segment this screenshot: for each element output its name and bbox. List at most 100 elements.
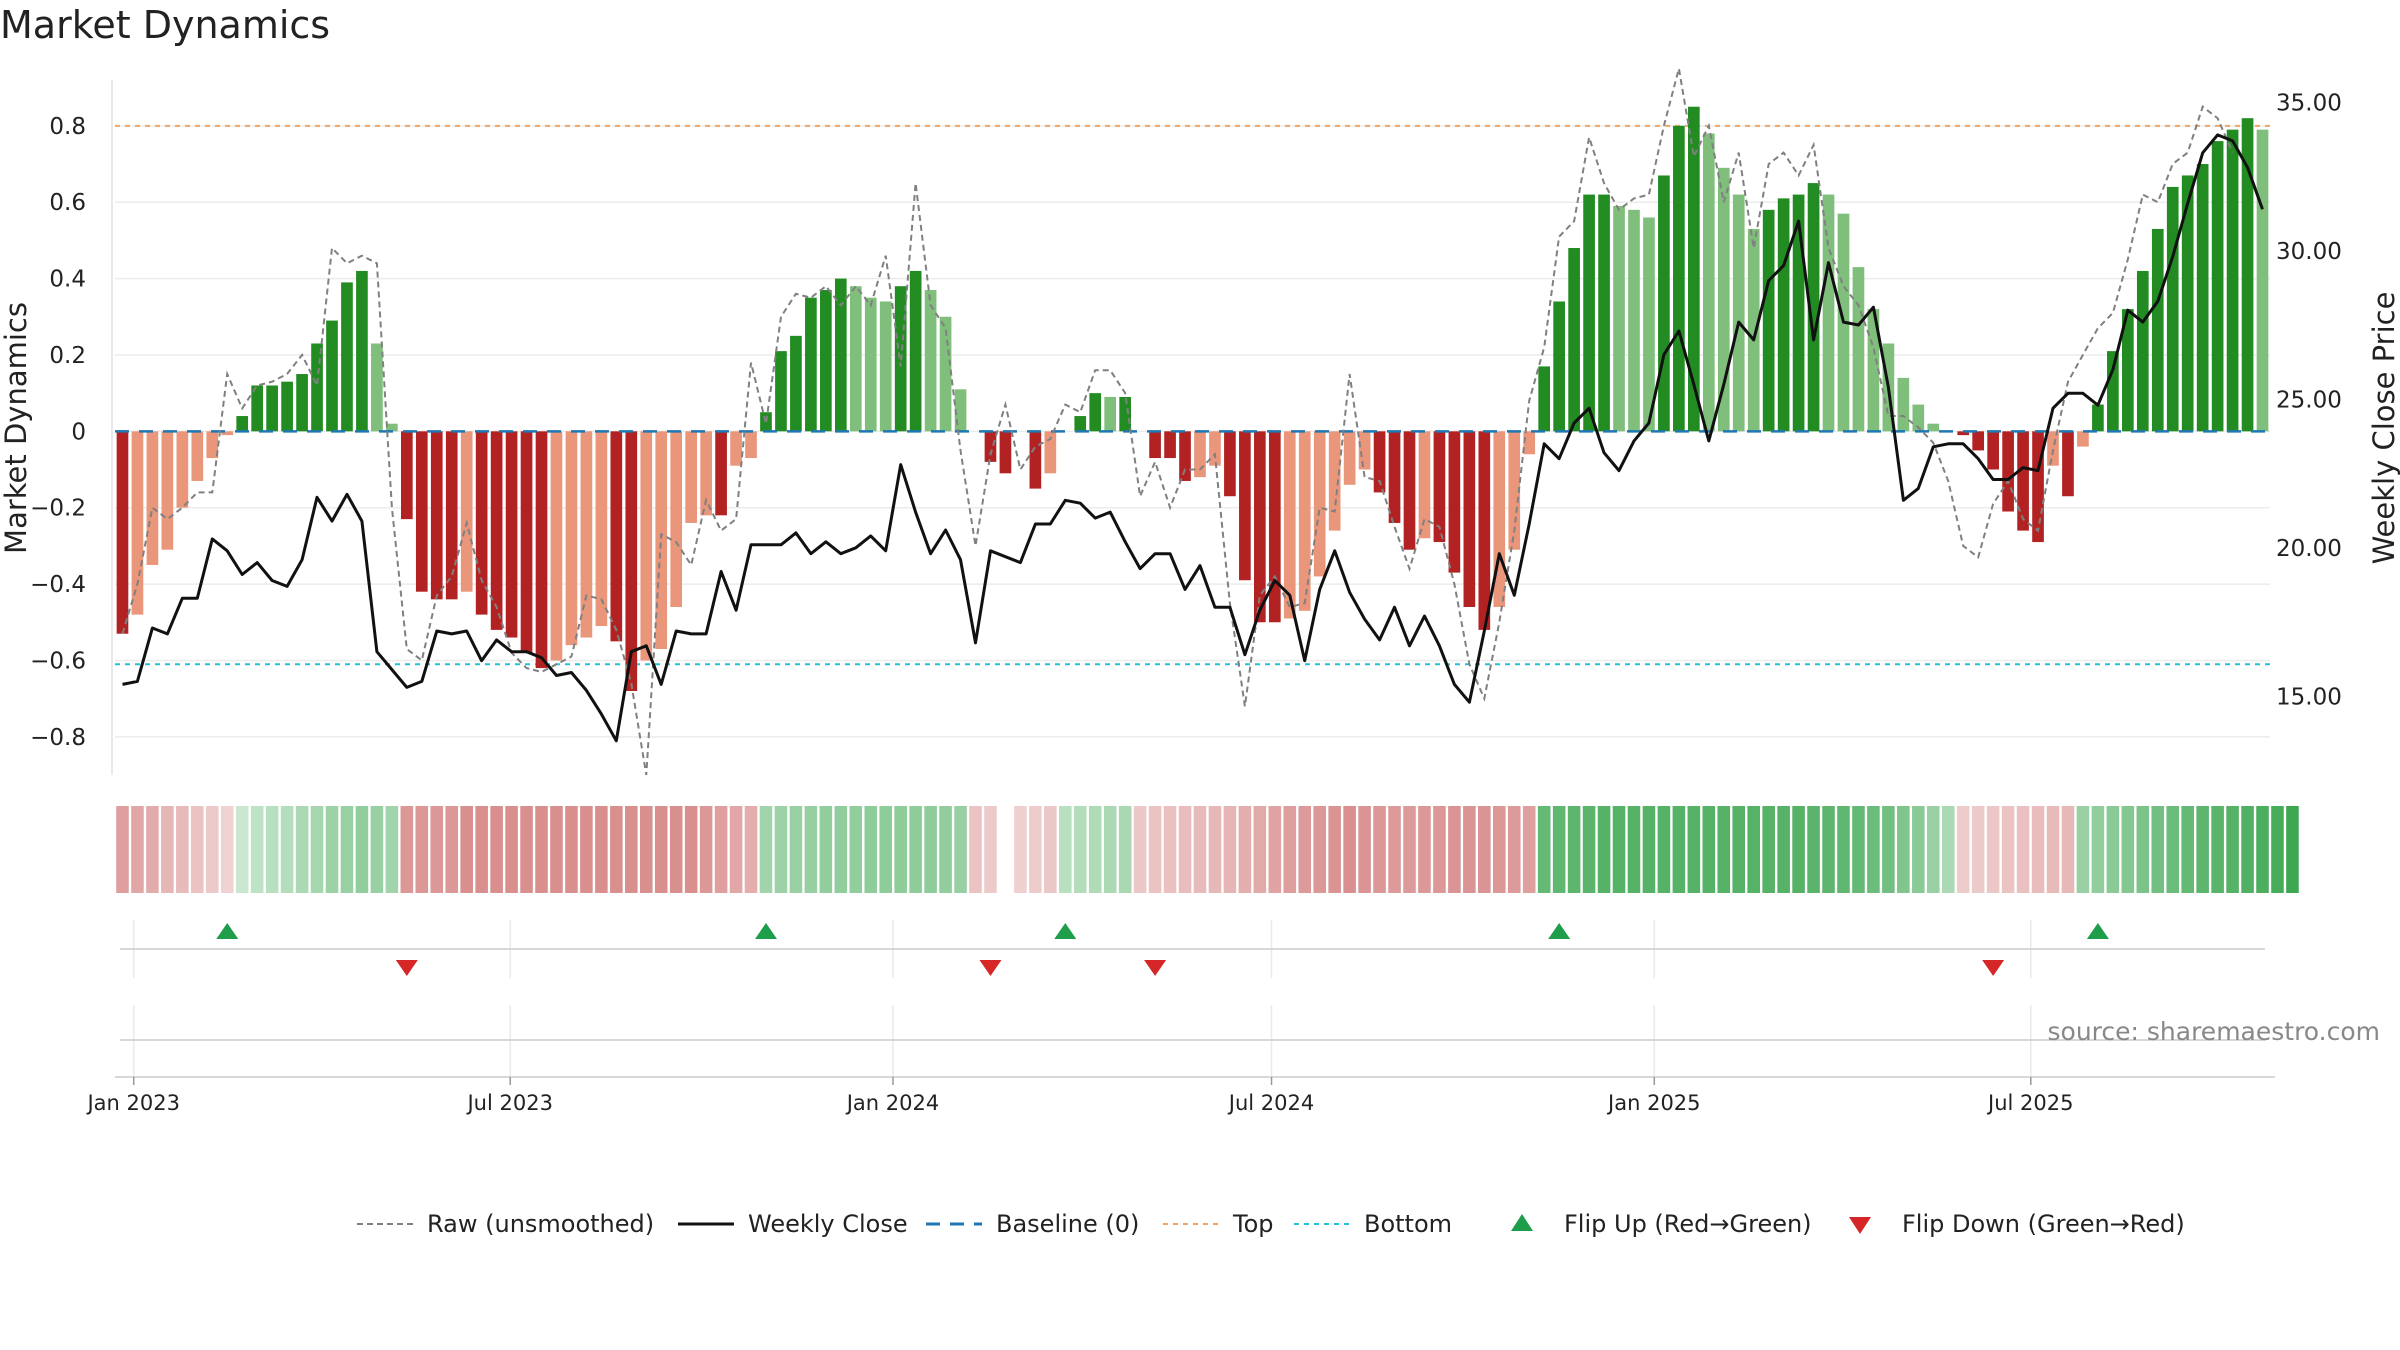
heat-cell [1956,806,1970,893]
heat-cell [654,806,668,893]
heat-cell [1747,806,1760,893]
legend-swatch [1849,1217,1871,1234]
dynamics-bar [1523,431,1536,455]
heat-cell [1448,806,1461,893]
heat-cell [550,806,563,893]
dynamics-bar [1164,431,1176,459]
heat-cell [2031,806,2045,893]
heat-cell [520,806,533,893]
dynamics-bar [550,431,563,661]
dynamics-bar [700,431,712,516]
dynamics-bar [834,278,847,432]
dynamics-bar [1553,301,1565,432]
heat-cell [1837,806,1850,893]
heat-cell [1612,806,1626,893]
heat-cell [580,806,593,893]
heat-cell [879,806,892,893]
dynamics-bar [1328,431,1341,531]
dynamics-bar [1194,431,1206,478]
dynamics-bar [1029,431,1042,489]
dynamics-bar [1119,396,1131,432]
right-tick-label: 20.00 [2276,536,2342,562]
flip-up-marker [754,923,777,939]
heat-cell [1388,806,1401,893]
heat-cell [1672,806,1686,893]
dynamics-bar [984,431,997,462]
dynamics-bar [2226,129,2239,432]
flip-up-marker [2086,923,2109,939]
heat-cell [1253,806,1267,893]
heat-cell [1822,806,1835,893]
dynamics-bar [1448,431,1461,573]
right-tick-label: 35.00 [2276,90,2342,116]
heat-cell [131,806,144,893]
heat-cell [1044,806,1057,893]
heat-cell [1552,806,1566,893]
dynamics-bar [1867,309,1880,432]
heat-cell [1059,806,1072,893]
heat-cell [1522,806,1536,893]
heat-cell [849,806,863,893]
heat-cell [1358,806,1371,893]
heat-cell [2076,806,2090,893]
heat-cell [250,806,264,893]
dynamics-bar [640,431,653,661]
heat-cell [1088,806,1102,893]
heat-cell [1073,806,1087,893]
dynamics-bar [954,389,967,432]
flip-down-marker [395,960,418,976]
heat-cell [1912,806,1925,893]
dynamics-bar [1673,125,1685,432]
heat-cell [1582,806,1596,893]
date-tick-label: Jul 2023 [465,1091,552,1115]
heat-cell [565,806,578,893]
flip-up-marker [1548,923,1571,939]
dynamics-bar [670,431,683,607]
heat-cell [669,806,683,893]
dynamics-bar [221,431,234,436]
heat-cell [1268,806,1282,893]
heat-cell [804,806,818,893]
heat-cell [176,806,189,893]
heat-cell [220,806,234,893]
heat-cell [1103,806,1117,893]
dynamics-bar [1224,431,1236,497]
dynamics-bar [2211,141,2224,432]
heat-cell [295,806,309,893]
dynamics-bar [1807,183,1820,432]
dynamics-bar [820,290,832,432]
dynamics-bar [1463,431,1476,607]
dynamics-bar [1688,106,1700,432]
dynamics-bar [2017,431,2029,531]
heat-strip [116,806,2299,893]
heat-cell [1852,806,1865,893]
heat-cell [744,806,758,893]
heat-cell [1223,806,1237,893]
heat-cell [2196,806,2209,893]
dynamics-bar [2181,175,2194,432]
heat-cell [984,806,997,893]
heat-cell [400,806,414,893]
heat-cell [2241,806,2254,893]
heat-cell [325,806,339,893]
heat-cell [1687,806,1701,893]
heat-cell [535,806,548,893]
heat-cell [1418,806,1431,893]
heat-cell [1328,806,1341,893]
dynamics-bar [116,431,129,634]
heat-cell [310,806,324,893]
dynamics-bar [625,431,638,691]
left-tick-label: −0.4 [30,572,86,598]
dynamics-bar [1613,206,1625,432]
dynamics-bar [490,431,503,630]
dynamics-bar [1792,194,1805,432]
heat-cell [2256,806,2269,893]
date-axis: Jan 2023 Jul 2023 Jan 2024 Jul 2024 Jan 2025… [85,1076,2275,1115]
heat-cell [1897,806,1910,893]
right-tick-label: 25.00 [2276,387,2342,413]
dynamics-bar [1149,431,1161,459]
heat-cell [1597,806,1611,893]
legend-item: Bottom [1294,1210,1452,1238]
flip-down-marker [1982,960,2005,976]
chart-title: Market Dynamics [0,3,330,47]
